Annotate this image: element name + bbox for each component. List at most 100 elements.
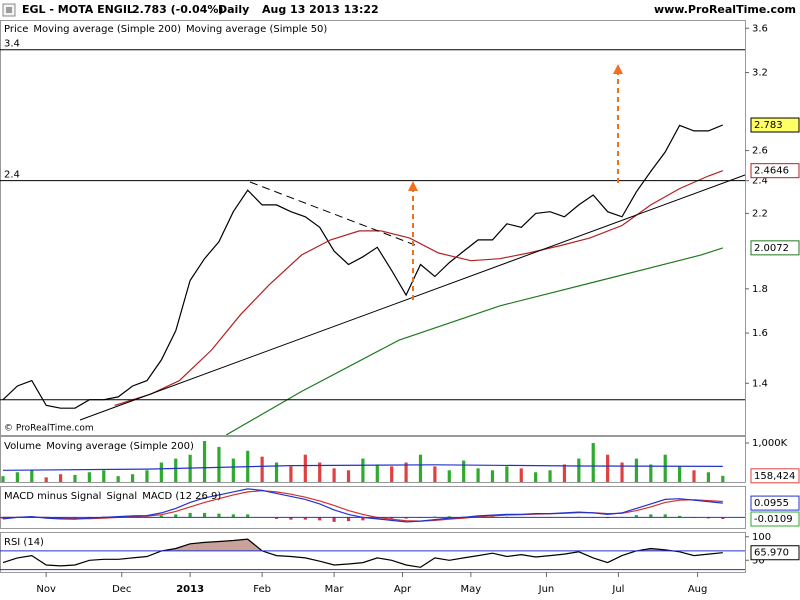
- last-value-label: 0.0955: [754, 498, 789, 509]
- bar: [1, 517, 5, 519]
- y-tick-label: 3.6: [752, 23, 768, 34]
- bar: [649, 464, 653, 482]
- bar: [490, 470, 495, 482]
- bar: [375, 464, 379, 482]
- panel-frame: [0, 532, 746, 573]
- bar: [548, 470, 552, 482]
- bar: [202, 512, 207, 518]
- bar: [346, 470, 351, 482]
- x-tick-label: 2013: [176, 584, 204, 595]
- plot-layer: 1.4 1.6 1.8 2.2 2.4 2.6 3.2 3.6 3.4 2.4 2.783 2.007…: [0, 23, 800, 595]
- bar: [418, 454, 423, 482]
- bar: [332, 517, 336, 522]
- x-tick-label: Feb: [253, 584, 271, 595]
- legend-entry: Signal: [106, 491, 137, 502]
- bar: [1, 476, 5, 482]
- last-value-box: [750, 163, 800, 179]
- menu-icon-lines: [6, 7, 12, 13]
- last-value-box: [750, 545, 800, 561]
- last-value-label: -0.0109: [754, 514, 793, 525]
- bar: [591, 443, 595, 482]
- bar: [159, 515, 163, 518]
- legend-entry: RSI (14): [4, 537, 44, 548]
- bar: [318, 517, 322, 521]
- legend-entry: Volume: [4, 441, 41, 452]
- y-tick-label: 2.4: [752, 176, 768, 187]
- bar: [649, 514, 653, 518]
- bar: [289, 517, 293, 520]
- bar: [678, 466, 682, 482]
- quote: 2.783 (-0.04%): [132, 3, 223, 16]
- bar: [390, 517, 394, 519]
- bar: [116, 476, 120, 482]
- last-value-box: [750, 117, 800, 133]
- y-tick-label: 2.6: [752, 146, 768, 157]
- bar: [15, 472, 19, 482]
- last-value-label: 2.4646: [754, 166, 789, 177]
- series-line: [2, 464, 723, 471]
- overbought-area: [3, 539, 723, 551]
- bar: [663, 514, 667, 518]
- panel-frame: [0, 436, 746, 483]
- last-value-box: [750, 511, 800, 527]
- bar: [202, 441, 207, 482]
- last-value-box: [750, 240, 800, 256]
- bar: [577, 458, 581, 482]
- y-tick-label: 100: [752, 532, 771, 543]
- legend-entry: Price: [4, 24, 28, 35]
- x-tick-label: Aug: [688, 584, 708, 595]
- bar: [562, 464, 567, 482]
- last-value-label: 2.783: [754, 120, 783, 131]
- bar: [231, 514, 235, 518]
- bar: [188, 512, 192, 518]
- bar: [433, 466, 437, 482]
- y-tick-label: 1.6: [752, 328, 768, 339]
- source: www.ProRealTime.com: [654, 3, 796, 16]
- bar: [361, 517, 365, 521]
- bar: [217, 513, 221, 518]
- bar: [390, 466, 394, 482]
- bar: [404, 462, 408, 482]
- bar: [217, 446, 221, 482]
- timestamp: Aug 13 2013 13:22: [262, 3, 379, 16]
- bar: [246, 514, 250, 518]
- bar: [274, 517, 279, 519]
- bar: [706, 472, 711, 482]
- y-tick-label: 3.2: [752, 68, 768, 79]
- bar: [375, 517, 379, 519]
- legend-entry: Moving average (Simple 200): [33, 24, 181, 35]
- panel-frame: [0, 20, 746, 436]
- series-line: [2, 538, 723, 568]
- bar: [174, 514, 178, 518]
- bar: [303, 517, 307, 520]
- panel: [1, 441, 725, 482]
- bar: [447, 516, 451, 518]
- arrow-head: [408, 181, 418, 191]
- bar: [87, 472, 91, 482]
- bar: [303, 454, 307, 482]
- bar: [634, 458, 639, 482]
- bar: [231, 458, 235, 482]
- bar: [174, 458, 178, 482]
- bar: [721, 475, 725, 482]
- panel-frame: [0, 486, 746, 529]
- bar: [634, 515, 639, 518]
- x-tick-label: Dec: [112, 584, 131, 595]
- bar: [606, 454, 610, 482]
- y-tick-label: 1.4: [752, 378, 768, 389]
- legend-entry: Moving average (Simple 50): [186, 24, 327, 35]
- bar: [476, 468, 480, 482]
- x-tick-label: Jul: [611, 584, 624, 595]
- bar: [721, 517, 725, 520]
- y-tick-label: 2.2: [752, 208, 768, 219]
- bar: [58, 474, 63, 482]
- watermark: © ProRealTime.com: [4, 424, 94, 434]
- bar: [130, 474, 135, 482]
- bar: [361, 458, 365, 482]
- bar: [274, 462, 279, 482]
- y-tick-label: 1,000K: [752, 438, 788, 449]
- bar: [102, 470, 106, 482]
- level-label: 2.4: [4, 170, 20, 181]
